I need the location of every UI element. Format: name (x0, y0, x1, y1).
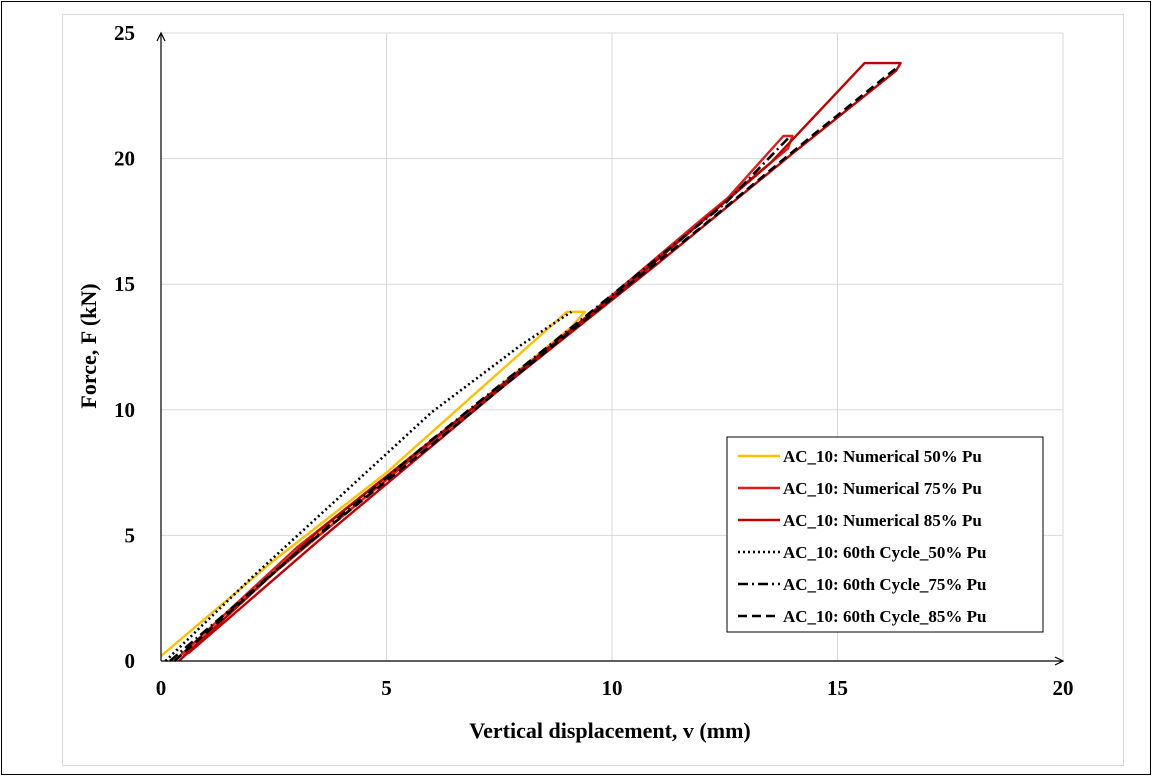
series-line-4 (164, 310, 573, 662)
legend-label-1: AC_10: Numerical 50% Pu (783, 447, 982, 466)
series-layer (160, 61, 902, 662)
series-line-6 (173, 67, 897, 662)
tick-labels: 0 5 10 15 20 0 5 10 15 20 25 (114, 21, 1074, 700)
y-tick-label: 25 (114, 21, 135, 45)
x-tick-label: 10 (602, 676, 623, 700)
legend-label-2: AC_10: Numerical 75% Pu (783, 479, 982, 498)
axes (156, 31, 1065, 666)
y-axis-arrow (156, 31, 166, 42)
x-tick-label: 20 (1053, 676, 1074, 700)
y-tick-label: 15 (114, 272, 135, 296)
y-tick-label: 20 (114, 147, 135, 171)
y-tick-label: 10 (114, 398, 135, 422)
x-tick-label: 5 (381, 676, 392, 700)
y-tick-label: 5 (125, 523, 136, 547)
x-tick-label: 0 (156, 676, 167, 700)
x-axis-arrow (1054, 656, 1065, 666)
legend-box (726, 436, 1044, 633)
legend-label-4: AC_10: 60th Cycle_50% Pu (783, 543, 987, 562)
legend-label-5: AC_10: 60th Cycle_75% Pu (783, 575, 987, 594)
legend: AC_10: Numerical 50% Pu AC_10: Numerical … (726, 436, 1044, 633)
x-axis-title: Vertical displacement, v (mm) (469, 718, 750, 743)
y-axis-title: Force, F (kN) (76, 283, 101, 408)
x-tick-label: 15 (827, 676, 848, 700)
y-tick-label: 0 (125, 649, 136, 673)
legend-label-3: AC_10: Numerical 85% Pu (783, 511, 982, 530)
legend-label-6: AC_10: 60th Cycle_85% Pu (783, 607, 987, 626)
chart-area (62, 14, 1124, 766)
